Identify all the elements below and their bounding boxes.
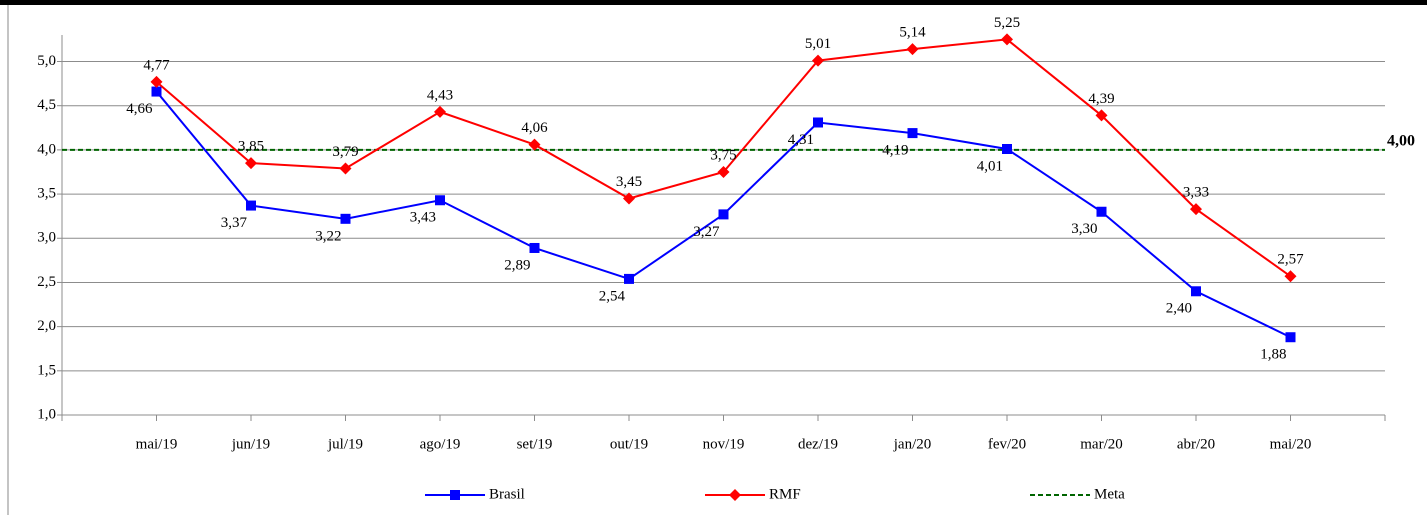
point bbox=[1096, 206, 1107, 217]
y-tick-label: 5,0 bbox=[37, 53, 56, 69]
y-tick-label: 2,5 bbox=[37, 274, 56, 290]
data-label: 2,54 bbox=[599, 288, 626, 304]
point bbox=[1001, 33, 1013, 46]
point bbox=[907, 128, 918, 139]
legend-label: Brasil bbox=[489, 486, 525, 502]
data-label: 3,79 bbox=[332, 144, 358, 160]
point bbox=[528, 138, 541, 151]
point bbox=[717, 165, 730, 178]
x-tick-label: jan/20 bbox=[893, 436, 932, 452]
point bbox=[1285, 332, 1296, 343]
data-label: 3,30 bbox=[1071, 221, 1097, 237]
data-label: 2,40 bbox=[1166, 301, 1192, 317]
point bbox=[434, 105, 446, 118]
point bbox=[1284, 270, 1297, 283]
x-tick-label: fev/20 bbox=[988, 436, 1026, 452]
point bbox=[624, 273, 634, 284]
x-tick-label: abr/20 bbox=[1177, 436, 1215, 452]
y-tick-label: 4,5 bbox=[37, 97, 56, 113]
data-label: 2,57 bbox=[1277, 252, 1304, 268]
data-label: 4,31 bbox=[788, 132, 814, 148]
data-label: 3,27 bbox=[693, 224, 720, 240]
point bbox=[906, 43, 919, 56]
data-label: 4,66 bbox=[126, 101, 153, 117]
data-label: 5,01 bbox=[805, 36, 831, 52]
y-tick-label: 3,0 bbox=[37, 230, 56, 246]
legend-marker bbox=[450, 490, 460, 500]
point bbox=[245, 157, 257, 170]
point bbox=[340, 213, 351, 224]
point bbox=[246, 200, 256, 211]
x-tick-label: dez/19 bbox=[798, 436, 838, 452]
legend-label: RMF bbox=[769, 486, 801, 502]
point bbox=[718, 209, 729, 220]
data-label: 4,39 bbox=[1088, 91, 1114, 107]
point bbox=[151, 86, 162, 97]
x-tick-label: set/19 bbox=[517, 436, 553, 452]
x-tick-label: mai/19 bbox=[136, 436, 178, 452]
y-tick-label: 4,0 bbox=[37, 141, 56, 157]
data-label: 3,37 bbox=[221, 215, 248, 231]
point bbox=[813, 117, 823, 128]
top-bar bbox=[0, 0, 1427, 5]
point bbox=[150, 75, 163, 88]
point bbox=[435, 195, 445, 206]
point bbox=[1191, 286, 1201, 297]
reference-label: 4,00 bbox=[1387, 133, 1415, 150]
x-tick-label: mai/20 bbox=[1270, 436, 1312, 452]
x-tick-label: jul/19 bbox=[327, 436, 363, 452]
data-label: 2,89 bbox=[504, 257, 530, 273]
data-label: 5,25 bbox=[994, 15, 1020, 31]
x-tick-label: out/19 bbox=[610, 436, 648, 452]
data-label: 1,88 bbox=[1260, 347, 1286, 363]
x-tick-label: nov/19 bbox=[703, 436, 745, 452]
point bbox=[1002, 144, 1012, 154]
x-tick-label: mar/20 bbox=[1080, 436, 1123, 452]
y-tick-label: 2,0 bbox=[37, 318, 56, 334]
point bbox=[1190, 203, 1202, 216]
y-tick-label: 3,5 bbox=[37, 186, 56, 202]
y-tick-label: 1,0 bbox=[37, 406, 56, 422]
point bbox=[1095, 109, 1108, 122]
point bbox=[339, 162, 352, 175]
data-label: 5,14 bbox=[899, 25, 926, 41]
x-tick-label: ago/19 bbox=[420, 436, 461, 452]
point bbox=[623, 192, 635, 205]
point bbox=[812, 54, 824, 67]
data-label: 3,75 bbox=[710, 147, 736, 163]
data-label: 3,45 bbox=[616, 174, 642, 190]
legend-marker bbox=[729, 489, 741, 501]
data-label: 3,43 bbox=[410, 210, 436, 226]
data-label: 4,19 bbox=[882, 143, 908, 159]
data-label: 3,33 bbox=[1183, 185, 1209, 201]
data-label: 3,85 bbox=[238, 139, 264, 155]
y-tick-label: 1,5 bbox=[37, 362, 56, 378]
data-label: 4,01 bbox=[977, 158, 1003, 174]
data-label: 3,22 bbox=[315, 228, 341, 244]
data-label: 4,06 bbox=[521, 120, 548, 136]
point bbox=[529, 242, 540, 253]
data-label: 4,77 bbox=[143, 57, 170, 73]
x-tick-label: jun/19 bbox=[231, 436, 270, 452]
legend-label: Meta bbox=[1094, 486, 1125, 502]
data-label: 4,43 bbox=[427, 87, 453, 103]
